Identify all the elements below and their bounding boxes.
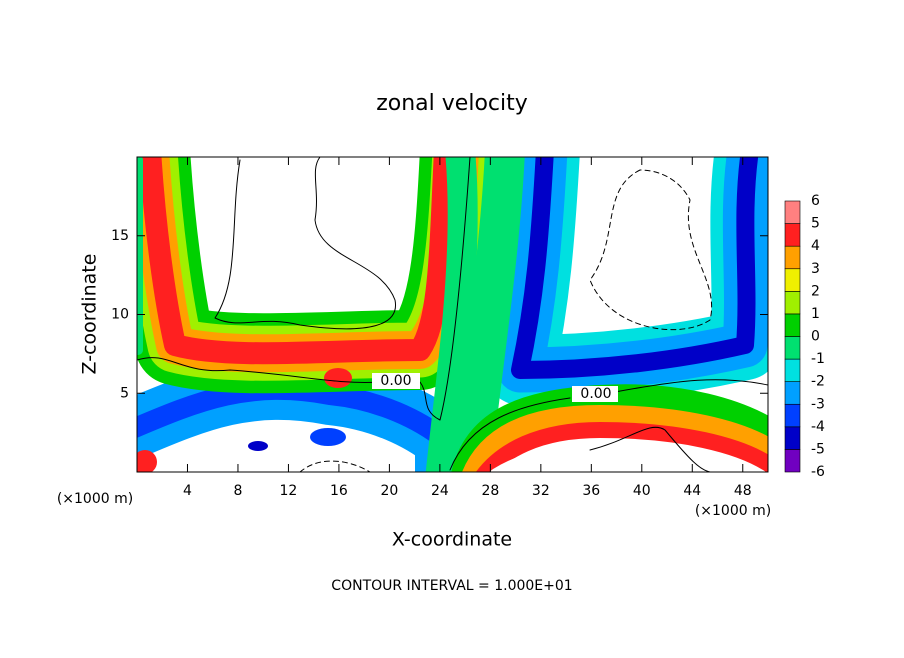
colorbar-box	[784, 245, 801, 270]
x-tick-label: 36	[582, 483, 600, 499]
x-tick-label: 40	[633, 483, 651, 499]
colorbar-label: 2	[811, 283, 820, 299]
x-tick-label: 48	[734, 483, 752, 499]
colorbar-box	[784, 403, 801, 428]
footer: CONTOUR INTERVAL = 1.000E+01	[331, 578, 572, 594]
colorbar-box	[784, 358, 801, 382]
x-tick-label: 12	[280, 483, 298, 499]
colorbar-label: -6	[811, 464, 825, 480]
colorbar-box	[784, 268, 801, 292]
colorbar-label: -1	[811, 351, 825, 367]
x-tick-label: 8	[233, 483, 242, 499]
colorbar-label: -4	[811, 419, 825, 435]
colorbar-box	[784, 426, 801, 450]
colorbar-box	[784, 381, 801, 405]
colorbar-label: 0	[811, 329, 820, 345]
colorbar-box	[784, 291, 801, 315]
colorbar-label: 4	[811, 238, 820, 254]
x-tick-label: 20	[380, 483, 398, 499]
y-tick-label: 10	[111, 307, 129, 323]
x-tick-label: 44	[683, 483, 701, 499]
colorbar-label: -5	[811, 441, 825, 457]
colorbar-label: -3	[811, 396, 825, 412]
y-axis-label: Z-coordinate	[79, 254, 101, 375]
y-tick-label: 5	[120, 385, 129, 401]
contour-field	[137, 157, 768, 472]
colorbar-label: 5	[811, 216, 820, 232]
colorbar-box	[784, 336, 801, 360]
contour-label: 0.00	[380, 373, 411, 389]
label-bg	[572, 386, 618, 402]
colorbar-label: -2	[811, 374, 825, 390]
colorbar-box	[784, 313, 801, 337]
x-tick-label: 4	[183, 483, 192, 499]
x-tick-label: 24	[431, 483, 449, 499]
x-tick-label: 28	[481, 483, 499, 499]
x-tick-label: 32	[532, 483, 550, 499]
label-bg	[372, 373, 420, 389]
colorbar-box	[784, 223, 801, 247]
colorbar-label: 1	[811, 306, 820, 322]
y-tick-label: 15	[111, 228, 129, 244]
y-unit: (×1000 m)	[57, 491, 133, 507]
chart-title: zonal velocity	[376, 91, 528, 116]
x-unit: (×1000 m)	[695, 503, 771, 519]
colorbar-label: 6	[811, 193, 820, 209]
colorbar-label: 3	[811, 261, 820, 277]
colorbar-box	[784, 200, 801, 224]
x-tick-label: 16	[330, 483, 348, 499]
contour-label: 0.00	[580, 386, 611, 402]
x-axis-label: X-coordinate	[392, 529, 512, 551]
colorbar-box	[784, 449, 801, 473]
